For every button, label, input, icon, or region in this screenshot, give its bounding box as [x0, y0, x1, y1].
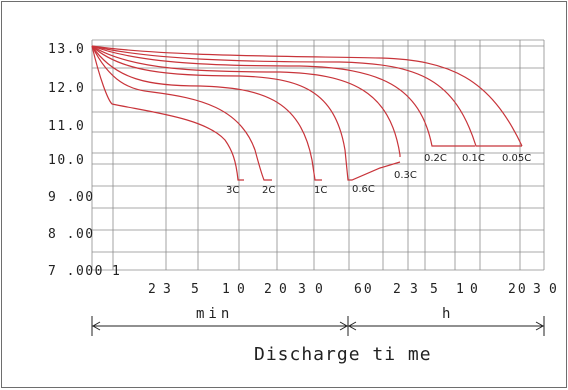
series-line-0.05C [91, 45, 523, 147]
y-tick-label: 9 .00 [48, 190, 95, 205]
x-tick-label: 0 [279, 282, 289, 297]
y-tick-label: 7 .000 [48, 264, 104, 279]
y-tick-labels: 13.0 12.0 11.0 10.0 9 .00 8 .00 7 .000 [48, 42, 104, 279]
x-tick-label: 5 [191, 282, 201, 297]
y-tick-label: 13.0 [48, 42, 85, 57]
x-tick-label: 0 [315, 282, 325, 297]
x-tick-label: 0 [549, 282, 559, 297]
y-tick-label: 12.0 [48, 81, 85, 96]
arrow-min-right-icon [339, 321, 349, 331]
x-tick-label: 5 [430, 282, 440, 297]
x-tick-label: 3 [298, 282, 308, 297]
x-tick-labels: 12 3 5 1 0 2 0 3 0 60 2 3 5 1 0 20 3 0 [112, 264, 559, 297]
y-tick-label: 11.0 [48, 119, 85, 134]
x-tick-label: 0 [470, 282, 480, 297]
x-tick-label: 1 [112, 264, 122, 279]
series-label: 3C [226, 185, 239, 196]
arrow-right-icon [535, 321, 545, 331]
x-tick-label: 2 [148, 282, 158, 297]
arrow-h-left-icon [347, 321, 357, 331]
time-axis-brackets [91, 316, 545, 336]
series-line-0.2C [91, 45, 475, 147]
unit-label-h: h [442, 306, 454, 322]
arrow-left-icon [91, 321, 101, 331]
x-tick-label: 2 [393, 282, 403, 297]
discharge-curves [91, 45, 523, 181]
curve-labels: 3C 2C 1C 0.6C 0.3C 0.2C 0.1C 0.05C [226, 153, 531, 196]
series-line-3C [91, 45, 244, 181]
x-axis-title: Discharge ti me [254, 344, 432, 365]
x-tick-label: 3 [163, 282, 173, 297]
series-line-0.1C [91, 45, 522, 147]
x-tick-label: 3 [533, 282, 543, 297]
series-label: 0.05C [502, 153, 531, 164]
x-tick-label: 1 [456, 282, 466, 297]
x-tick-label: 1 [222, 282, 232, 297]
x-tick-label: 20 [508, 282, 528, 297]
series-label: 0.3C [394, 170, 417, 181]
series-label: 0.2C [424, 153, 447, 164]
series-label: 0.1C [462, 153, 485, 164]
series-label: 0.6C [352, 184, 375, 195]
grid [91, 39, 545, 271]
series-line-0.6C [91, 45, 401, 181]
unit-label-min: min [196, 306, 233, 322]
y-tick-label: 8 .00 [48, 227, 95, 242]
x-tick-label: 0 [237, 282, 247, 297]
series-label: 1C [314, 185, 327, 196]
x-tick-label: 60 [354, 282, 374, 297]
x-tick-label: 2 [264, 282, 274, 297]
series-line-2C [91, 45, 272, 181]
x-tick-label: 3 [410, 282, 420, 297]
series-line-1C [91, 45, 322, 181]
series-line-0.3C [91, 45, 401, 157]
y-tick-label: 10.0 [48, 153, 85, 168]
series-label: 2C [262, 185, 275, 196]
